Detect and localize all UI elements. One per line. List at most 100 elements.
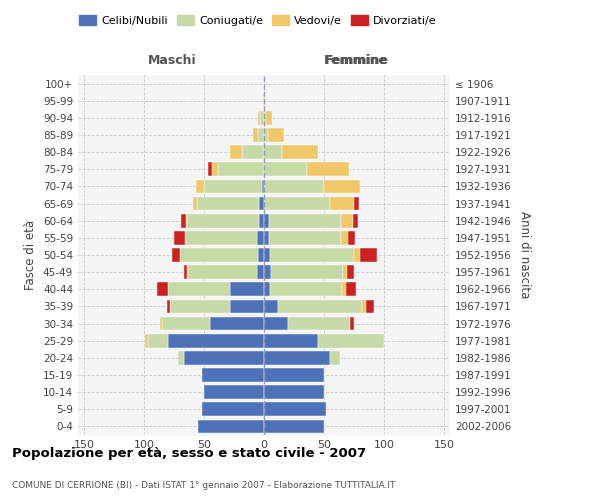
Bar bbox=[264, 196, 330, 210]
Bar bbox=[170, 300, 230, 314]
Bar bbox=[269, 231, 341, 244]
Bar bbox=[230, 146, 242, 159]
Bar bbox=[360, 248, 377, 262]
Bar bbox=[347, 266, 354, 279]
Bar bbox=[264, 300, 278, 314]
Bar bbox=[264, 282, 270, 296]
Bar bbox=[168, 282, 230, 296]
Bar bbox=[174, 231, 185, 244]
Bar bbox=[157, 282, 168, 296]
Bar bbox=[184, 351, 264, 364]
Bar bbox=[258, 248, 264, 262]
Bar bbox=[264, 214, 269, 228]
Bar bbox=[187, 214, 259, 228]
Bar bbox=[264, 386, 324, 399]
Bar bbox=[264, 128, 268, 142]
Bar bbox=[259, 196, 264, 210]
Bar bbox=[350, 316, 354, 330]
Bar bbox=[185, 231, 257, 244]
Bar bbox=[259, 214, 264, 228]
Text: Maschi: Maschi bbox=[148, 54, 196, 67]
Bar bbox=[202, 368, 264, 382]
Bar bbox=[196, 180, 204, 194]
Bar bbox=[354, 248, 360, 262]
Bar bbox=[366, 300, 374, 314]
Bar bbox=[167, 300, 170, 314]
Bar bbox=[264, 162, 307, 176]
Bar bbox=[288, 316, 350, 330]
Bar bbox=[162, 316, 210, 330]
Bar bbox=[186, 214, 187, 228]
Bar bbox=[172, 248, 180, 262]
Bar bbox=[343, 266, 347, 279]
Y-axis label: Anni di nascita: Anni di nascita bbox=[518, 212, 531, 298]
Bar bbox=[198, 420, 264, 434]
Bar bbox=[324, 180, 360, 194]
Bar bbox=[181, 214, 186, 228]
Bar bbox=[210, 316, 264, 330]
Bar bbox=[178, 351, 184, 364]
Bar bbox=[268, 128, 284, 142]
Bar bbox=[266, 111, 272, 124]
Bar bbox=[318, 334, 384, 347]
Text: Femmine: Femmine bbox=[325, 54, 389, 67]
Bar bbox=[270, 282, 342, 296]
Bar bbox=[202, 402, 264, 416]
Bar bbox=[270, 248, 354, 262]
Bar bbox=[307, 162, 349, 176]
Bar bbox=[264, 94, 265, 108]
Bar bbox=[348, 231, 355, 244]
Bar bbox=[264, 231, 269, 244]
Bar bbox=[264, 266, 271, 279]
Bar bbox=[180, 248, 258, 262]
Bar bbox=[271, 266, 343, 279]
Bar bbox=[257, 266, 264, 279]
Bar bbox=[242, 146, 264, 159]
Bar bbox=[264, 111, 266, 124]
Bar bbox=[253, 128, 258, 142]
Bar bbox=[160, 316, 162, 330]
Bar bbox=[264, 248, 270, 262]
Bar bbox=[346, 282, 356, 296]
Bar bbox=[282, 146, 318, 159]
Bar bbox=[168, 334, 264, 347]
Bar bbox=[260, 111, 264, 124]
Bar bbox=[263, 94, 264, 108]
Y-axis label: Fasce di età: Fasce di età bbox=[25, 220, 37, 290]
Bar bbox=[341, 231, 348, 244]
Bar bbox=[258, 128, 264, 142]
Bar bbox=[269, 214, 341, 228]
Bar bbox=[264, 351, 330, 364]
Bar bbox=[212, 162, 218, 176]
Bar bbox=[204, 386, 264, 399]
Bar bbox=[257, 231, 264, 244]
Bar bbox=[148, 334, 168, 347]
Bar bbox=[264, 316, 288, 330]
Bar bbox=[264, 402, 326, 416]
Bar bbox=[208, 162, 212, 176]
Bar bbox=[187, 266, 257, 279]
Bar bbox=[218, 162, 264, 176]
Bar bbox=[230, 300, 264, 314]
Legend: Celibi/Nubili, Coniugati/e, Vedovi/e, Divorziati/e: Celibi/Nubili, Coniugati/e, Vedovi/e, Di… bbox=[75, 10, 441, 30]
Bar bbox=[145, 334, 148, 347]
Bar bbox=[258, 111, 260, 124]
Bar bbox=[193, 196, 197, 210]
Bar bbox=[264, 368, 324, 382]
Bar bbox=[362, 300, 366, 314]
Bar bbox=[204, 180, 262, 194]
Bar bbox=[264, 334, 318, 347]
Text: Popolazione per età, sesso e stato civile - 2007: Popolazione per età, sesso e stato civil… bbox=[12, 448, 366, 460]
Bar bbox=[342, 282, 346, 296]
Bar bbox=[264, 420, 324, 434]
Bar bbox=[353, 214, 358, 228]
Bar bbox=[354, 196, 359, 210]
Text: COMUNE DI CERRIONE (BI) - Dati ISTAT 1° gennaio 2007 - Elaborazione TUTTITALIA.I: COMUNE DI CERRIONE (BI) - Dati ISTAT 1° … bbox=[12, 480, 395, 490]
Bar bbox=[264, 180, 324, 194]
Bar bbox=[278, 300, 362, 314]
Bar bbox=[184, 266, 187, 279]
Bar bbox=[262, 180, 264, 194]
Bar bbox=[230, 282, 264, 296]
Bar bbox=[264, 146, 282, 159]
Bar bbox=[330, 351, 340, 364]
